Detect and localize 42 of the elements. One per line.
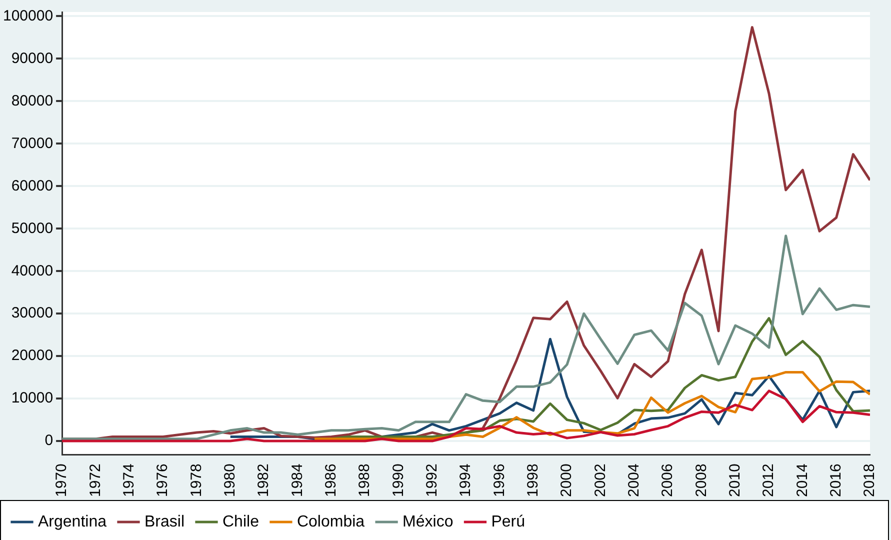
x-tick-label: 1982 <box>255 464 272 498</box>
y-tick-label: 80000 <box>11 92 54 110</box>
legend-label: Colombia <box>296 513 365 530</box>
x-tick-label: 1972 <box>86 464 104 498</box>
x-tick-label: 1990 <box>390 464 407 498</box>
legend-label: Perú <box>491 513 526 530</box>
x-tick-label: 1998 <box>524 464 542 498</box>
y-tick-label: 20000 <box>11 347 54 364</box>
x-tick-label: 2008 <box>692 464 710 498</box>
y-tick-label: 0 <box>44 432 54 450</box>
y-tick-label: 70000 <box>11 134 54 152</box>
legend-label: México <box>402 513 454 530</box>
x-tick-label: 1988 <box>356 464 374 498</box>
legend-label: Argentina <box>38 513 107 530</box>
x-tick-label: 2002 <box>592 464 609 498</box>
x-tick-label: 1974 <box>120 464 138 498</box>
y-tick-label: 100000 <box>2 7 54 24</box>
x-tick-label: 1978 <box>188 464 205 498</box>
x-tick-label: 2010 <box>726 464 744 498</box>
x-tick-label: 2014 <box>794 464 811 498</box>
x-tick-label: 2016 <box>827 464 844 498</box>
x-tick-label: 1984 <box>288 464 306 498</box>
x-tick-label: 2012 <box>760 464 778 498</box>
x-tick-label: 1994 <box>457 464 474 498</box>
y-tick-label: 60000 <box>11 177 54 194</box>
y-tick-label: 90000 <box>11 50 54 67</box>
y-tick-label: 30000 <box>11 304 54 322</box>
x-tick-label: 2000 <box>558 464 576 498</box>
legend-label: Brasil <box>144 513 185 530</box>
x-tick-label: 1980 <box>222 464 239 498</box>
x-tick-label: 1992 <box>424 464 441 498</box>
x-tick-label: 1976 <box>154 464 172 498</box>
x-tick-label: 1986 <box>322 464 340 498</box>
y-tick-label: 50000 <box>11 220 54 237</box>
x-tick-label: 1996 <box>490 464 508 498</box>
y-tick-label: 40000 <box>11 262 54 280</box>
y-tick-label: 10000 <box>11 390 54 407</box>
x-tick-label: 2004 <box>625 464 642 498</box>
x-tick-label: 1970 <box>53 464 70 498</box>
x-tick-label: 2006 <box>659 464 676 498</box>
legend-label: Chile <box>222 513 260 530</box>
x-tick-label: 2018 <box>861 464 878 498</box>
